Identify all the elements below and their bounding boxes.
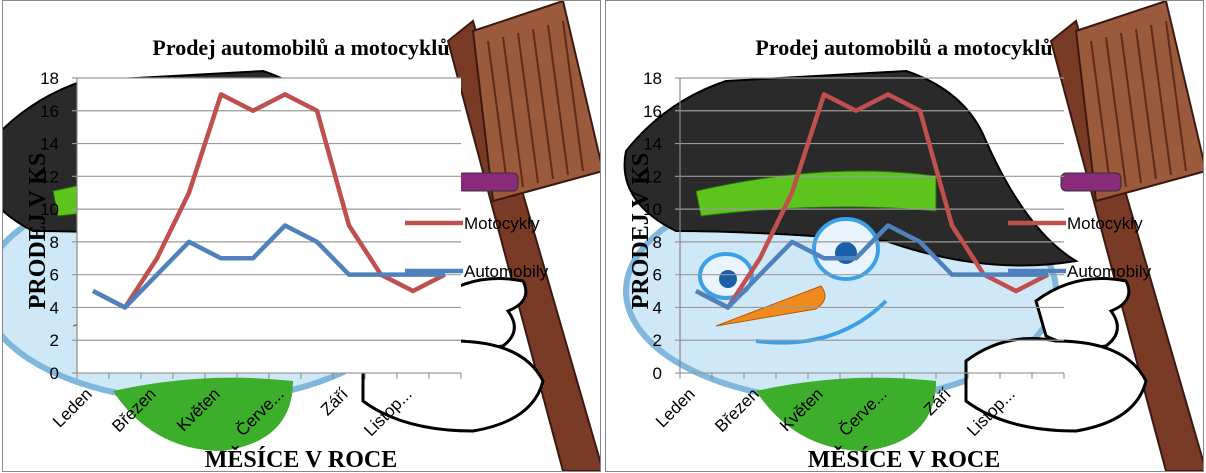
x-tick-label: Leden <box>652 384 699 431</box>
y-tick-label: 12 <box>643 167 662 186</box>
legend-label: Motocykly <box>1067 214 1143 233</box>
series-line-motocykly <box>694 92 1050 310</box>
y-tick-label: 10 <box>643 200 662 219</box>
series-line-automobily <box>91 223 445 310</box>
y-tick-label: 4 <box>50 298 59 317</box>
legend-label: Motocykly <box>464 214 540 233</box>
y-tick-label: 6 <box>50 266 59 285</box>
snowman-scarf <box>113 377 293 451</box>
broom-stroke <box>1105 36 1127 188</box>
broom-band <box>457 172 519 192</box>
broom-stroke <box>487 40 509 192</box>
broom-stroke <box>1165 20 1187 172</box>
chart-title: Prodej automobilů a motocyklů <box>755 35 1052 60</box>
mouth <box>755 299 888 345</box>
glove-lower <box>964 337 1148 433</box>
broom-band <box>1060 172 1122 192</box>
snowman-background <box>623 1 1203 471</box>
y-tick-label: 10 <box>40 200 59 219</box>
broom-stroke <box>1090 40 1112 192</box>
x-tick-label: Březen <box>711 384 763 436</box>
chart-title: Prodej automobilů a motocyklů <box>152 35 449 60</box>
y-tick-label: 0 <box>50 364 59 383</box>
x-axis-title: MĚSÍCE V ROCE <box>205 446 398 471</box>
x-tick-label: Leden <box>49 384 96 431</box>
legend: Motocykly Automobily <box>405 214 549 281</box>
broom-stroke <box>562 20 584 172</box>
snowman-scarf <box>756 377 936 451</box>
legend-label: Automobily <box>464 262 549 281</box>
hat <box>623 69 1079 267</box>
y-tick-label: 12 <box>40 167 59 186</box>
broom-stroke <box>502 36 524 188</box>
pupil-right <box>835 242 857 264</box>
pupil-left <box>719 270 737 288</box>
series <box>91 92 447 310</box>
y-tick-label: 6 <box>653 266 662 285</box>
y-axis-title: PRODEJ V KS <box>628 153 654 309</box>
y-tick-label: 14 <box>643 135 662 154</box>
broom-stroke <box>547 24 569 176</box>
y-tick-label: 16 <box>40 102 59 121</box>
y-tick-label: 18 <box>643 69 662 88</box>
chart-panel-right: Prodej automobilů a motocyklů MĚSÍCE V R… <box>605 0 1204 472</box>
legend: Motocykly Automobily <box>1008 214 1152 281</box>
grid <box>72 77 462 379</box>
y-tick-label: 2 <box>653 331 662 350</box>
broom-stroke <box>1150 24 1172 176</box>
x-tick-label: Září <box>317 384 352 419</box>
y-tick-label: 4 <box>653 298 662 317</box>
broom-stroke <box>1135 28 1157 180</box>
legend-label: Automobily <box>1067 262 1152 281</box>
y-tick-label: 8 <box>50 233 59 252</box>
carrot-nose <box>715 285 826 327</box>
y-tick-label: 0 <box>653 364 662 383</box>
plot-area <box>77 78 461 373</box>
y-tick-label: 2 <box>50 331 59 350</box>
broom-stroke <box>532 28 554 180</box>
broom-stroke <box>517 32 539 184</box>
y-tick-label: 14 <box>40 135 59 154</box>
broom-stroke <box>1120 32 1142 184</box>
y-axis-title: PRODEJ V KS <box>25 153 51 309</box>
y-tick-label: 16 <box>643 102 662 121</box>
series-line-automobily <box>694 223 1048 310</box>
chart-right: Prodej automobilů a motocyklů MĚSÍCE V R… <box>623 1 1203 471</box>
x-axis-title: MĚSÍCE V ROCE <box>808 446 1001 471</box>
chart-left: Prodej automobilů a motocyklů MĚSÍCE V R… <box>3 1 600 471</box>
chart-panel-left: Prodej automobilů a motocyklů MĚSÍCE V R… <box>2 0 601 472</box>
series-line-motocykly <box>91 92 447 310</box>
y-tick-label: 18 <box>40 69 59 88</box>
series <box>694 92 1050 310</box>
y-tick-label: 8 <box>653 233 662 252</box>
